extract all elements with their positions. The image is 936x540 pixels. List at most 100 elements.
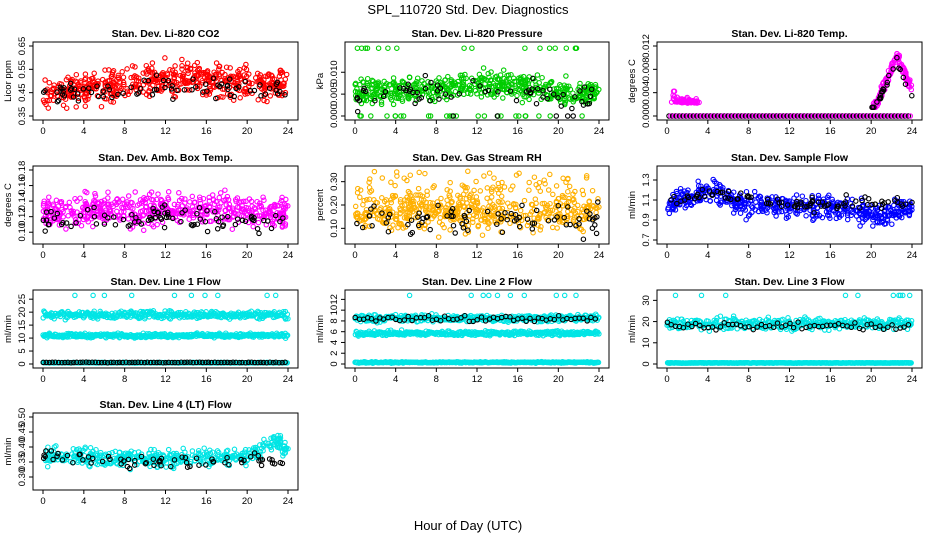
data-point: [546, 45, 553, 51]
data-point: [857, 223, 863, 229]
x-tick-label: 16: [512, 126, 523, 137]
data-point: [169, 83, 175, 89]
data-point: [753, 113, 759, 119]
data-point: [171, 75, 178, 81]
data-point: [467, 91, 474, 97]
panel-3: Stan. Dev. Li-820 Temp.degrees C0 4 8 12 16 2…: [627, 28, 923, 137]
data-point: [249, 80, 255, 87]
y-axis-label: Licor ppm: [3, 60, 14, 102]
plot-frame: [32, 289, 299, 369]
data-point: [68, 77, 74, 84]
x-tick-label: 16: [512, 250, 523, 261]
data-point: [177, 72, 184, 79]
data-point: [266, 85, 273, 91]
data-point: [810, 217, 816, 224]
data-point: [151, 78, 158, 85]
data-point: [216, 63, 222, 70]
data-point: [909, 92, 915, 99]
data-points: [40, 55, 290, 111]
data-point: [427, 113, 434, 119]
data-point: [563, 73, 569, 79]
data-point: [803, 197, 809, 204]
data-point: [149, 92, 156, 98]
data-point: [368, 86, 374, 92]
data-point: [589, 187, 596, 194]
data-point: [491, 94, 497, 100]
data-point: [392, 113, 399, 119]
x-tick-label: 24: [283, 374, 294, 385]
panel-title: Stan. Dev. Li-820 Temp.: [731, 28, 847, 40]
data-point: [264, 292, 270, 299]
data-point: [740, 113, 747, 119]
data-point: [482, 88, 489, 95]
data-point: [207, 87, 214, 94]
x-tick-label: 24: [594, 250, 605, 261]
data-point: [199, 77, 205, 84]
data-point: [428, 79, 434, 86]
data-point: [276, 73, 283, 80]
data-point: [737, 210, 744, 216]
data-point: [236, 84, 242, 90]
data-point: [534, 85, 541, 92]
data-point: [593, 209, 599, 216]
panel-title: Stan. Dev. Li-820 Pressure: [411, 28, 542, 40]
data-point: [435, 234, 442, 240]
data-point: [375, 45, 382, 51]
data-point: [58, 94, 65, 101]
data-point: [407, 172, 414, 178]
data-point: [540, 87, 546, 94]
data-point: [436, 75, 442, 81]
data-point: [674, 113, 681, 119]
data-point: [236, 81, 242, 87]
data-point: [450, 113, 457, 119]
data-point: [484, 185, 491, 191]
data-point: [447, 113, 453, 119]
data-point: [681, 113, 688, 119]
data-point: [373, 81, 379, 87]
data-point: [547, 79, 554, 86]
data-point: [243, 85, 249, 92]
data-point: [354, 95, 360, 101]
data-point: [114, 208, 120, 215]
y-tick-label: 10: [17, 333, 28, 344]
data-point: [271, 76, 278, 82]
data-point: [497, 79, 504, 86]
x-tick-label: 8: [434, 374, 439, 385]
data-point: [480, 65, 487, 71]
data-point: [155, 191, 161, 197]
data-point: [521, 197, 528, 204]
x-tick-label: 24: [283, 250, 294, 261]
x-tick-label: 12: [160, 250, 171, 261]
y-tick-label: 0.012: [641, 34, 652, 58]
data-point: [443, 113, 450, 119]
data-point: [668, 113, 674, 119]
data-point: [554, 225, 560, 231]
data-point: [273, 81, 280, 87]
data-point: [448, 94, 454, 100]
data-point: [576, 84, 583, 90]
data-point: [539, 74, 545, 81]
data-point: [162, 55, 168, 61]
x-tick-label: 16: [825, 250, 836, 261]
data-point: [215, 292, 221, 299]
data-point: [412, 80, 418, 87]
data-point: [739, 113, 745, 119]
data-point: [473, 194, 480, 200]
data-point: [255, 219, 262, 226]
data-point: [360, 201, 366, 208]
data-point: [106, 67, 112, 73]
data-point: [134, 91, 140, 97]
data-point: [461, 82, 467, 88]
data-point: [179, 56, 185, 63]
data-point: [500, 95, 506, 101]
y-tick-label: 0.000: [329, 104, 340, 128]
data-point: [488, 69, 494, 75]
data-point: [81, 95, 88, 101]
data-point: [230, 97, 237, 103]
data-point: [137, 85, 144, 92]
data-point: [55, 97, 62, 104]
data-point: [121, 81, 127, 88]
data-point: [472, 87, 479, 94]
data-point: [357, 81, 363, 88]
